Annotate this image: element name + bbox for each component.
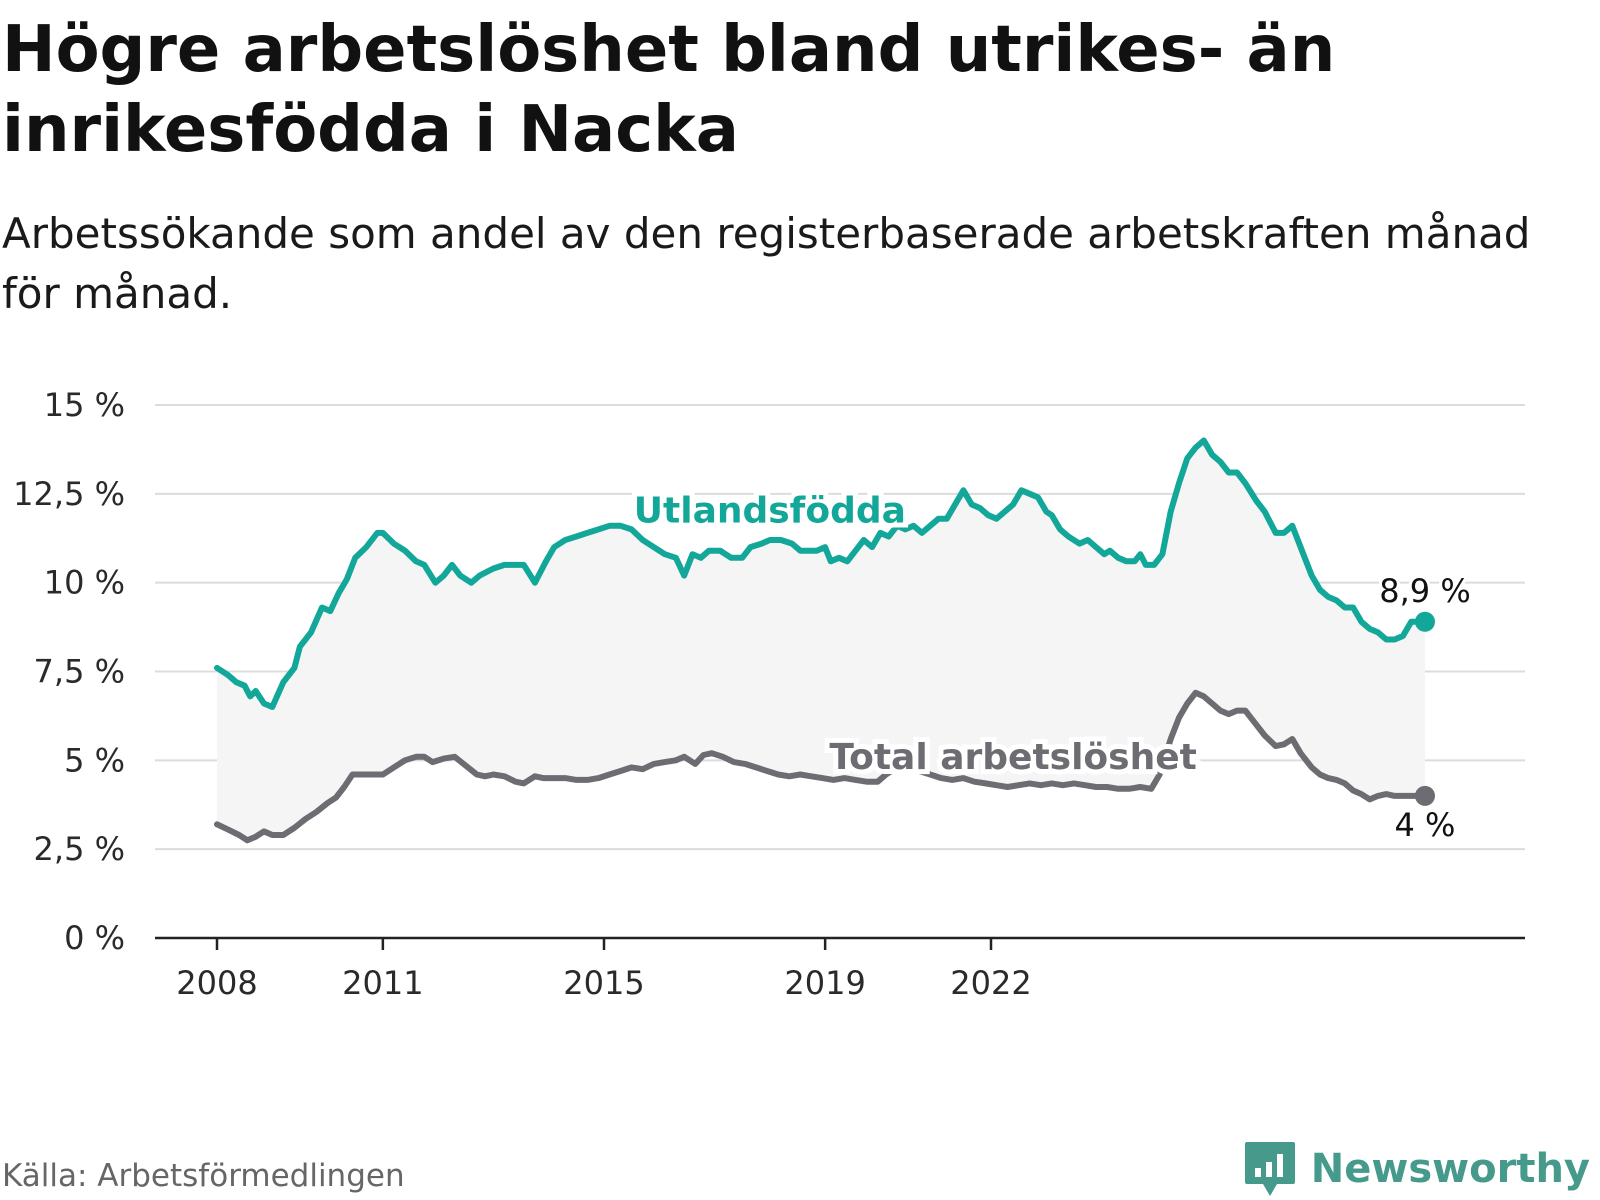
series-name-label-utlandsfodda: Utlandsfödda [634,490,906,531]
x-tick-label: 2008 [176,964,257,1002]
series-end-marker-utlandsfodda [1414,611,1435,632]
x-tick-label: 2022 [950,964,1031,1002]
y-tick-label: 2,5 % [34,830,125,868]
y-tick-label: 7,5 % [34,653,125,691]
series-end-value-label-total: 4 % [1395,806,1456,844]
x-tick-label: 2015 [563,964,644,1002]
y-tick-label: 12,5 % [13,475,125,513]
y-tick-label: 15 % [44,386,125,424]
series-line-utlandsfodda [214,437,1428,710]
line-chart: 0 %2,5 %5 %7,5 %10 %12,5 %15 % 2008 2011 2… [13,386,1525,1002]
series-name-label-total: Total arbetslöshet [829,737,1197,778]
series-end-marker-total [1414,785,1435,806]
x-tick-label: 2011 [342,964,423,1002]
newsworthy-logo-icon [1244,1142,1295,1196]
x-axis: 2008 2011 2015 2019 2022 [176,938,1032,1002]
series-end-value-label-utlandsfodda: 8,9 % [1379,572,1470,610]
x-tick-label: 2019 [784,964,865,1002]
series-line-total [214,689,1428,844]
gap-band-area [217,440,1425,841]
chart-subtitle: Arbetssökande som andel av den registerb… [2,209,1531,318]
y-tick-label: 0 % [64,919,125,957]
y-tick-label: 5 % [64,741,125,779]
brand-logo-block: Newsworthy [1243,1140,1590,1198]
y-tick-label: 10 % [44,564,125,602]
y-axis-tick-labels: 0 % 2,5 % 5 % 7,5 % 10 % 12,5 % 15 % [13,386,125,957]
brand-name: Newsworthy [1310,1146,1590,1192]
chart-title: Högre arbetslöshet bland utrikes- än inr… [2,13,1336,167]
source-note: Källa: Arbetsförmedlingen [2,1158,405,1194]
